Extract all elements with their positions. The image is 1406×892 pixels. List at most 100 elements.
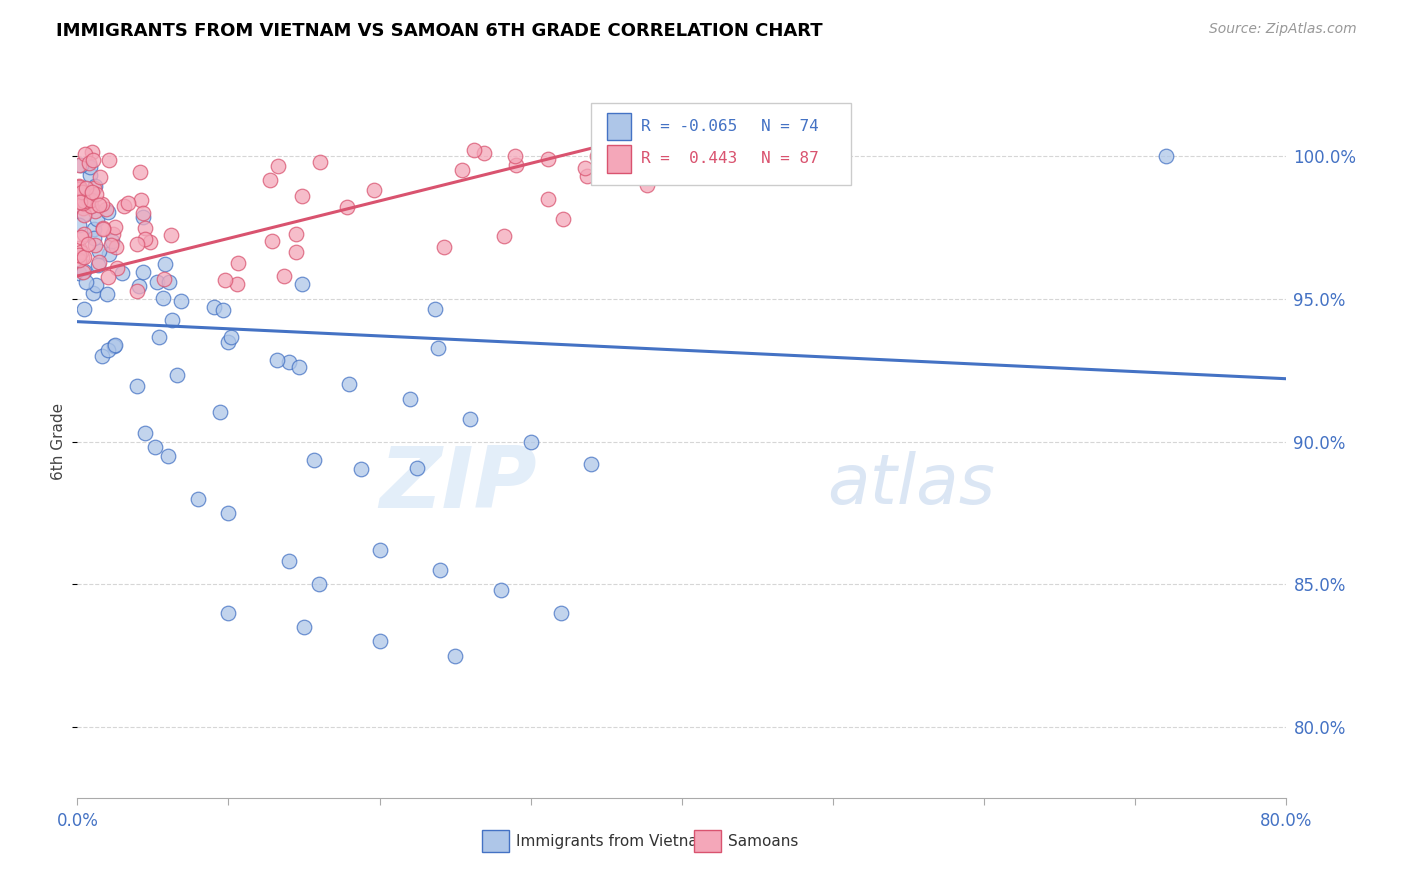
Point [104, 219, 127, 234]
Point [550, 606, 572, 620]
Text: N = 74: N = 74 [761, 119, 818, 134]
Point [101, 227, 124, 242]
Point [67, 241, 90, 255]
Point [444, 648, 467, 663]
Point [537, 192, 560, 206]
Point [117, 196, 139, 211]
Point [288, 360, 311, 375]
Text: N = 87: N = 87 [761, 152, 818, 167]
Point [83, 238, 105, 252]
Point [308, 154, 330, 169]
Point [451, 163, 474, 178]
FancyBboxPatch shape [695, 830, 721, 852]
Point [494, 229, 516, 244]
Point [112, 199, 135, 213]
Point [636, 178, 658, 192]
Point [503, 149, 526, 163]
Point [273, 268, 295, 283]
Point [80, 145, 103, 160]
Point [138, 235, 160, 250]
Point [89, 169, 111, 184]
Point [145, 441, 167, 455]
Point [67, 218, 90, 232]
Point [72, 301, 94, 316]
Text: Source: ZipAtlas.com: Source: ZipAtlas.com [1209, 22, 1357, 37]
Point [67, 248, 90, 262]
Point [157, 449, 180, 463]
FancyBboxPatch shape [607, 145, 631, 172]
Point [87, 244, 110, 259]
Point [73, 251, 96, 265]
Point [69, 253, 91, 268]
Text: Samoans: Samoans [728, 834, 799, 848]
Point [67, 180, 90, 194]
Point [103, 339, 125, 353]
Point [586, 149, 609, 163]
Point [302, 453, 325, 467]
Text: R = -0.065: R = -0.065 [641, 119, 737, 134]
Y-axis label: 6th Grade: 6th Grade [51, 403, 66, 480]
Point [427, 341, 450, 355]
Point [128, 279, 150, 293]
Point [125, 236, 148, 251]
Point [155, 257, 177, 271]
Point [70, 244, 93, 259]
Point [84, 179, 107, 194]
Text: ZIP: ZIP [380, 442, 537, 526]
Text: IMMIGRANTS FROM VIETNAM VS SAMOAN 6TH GRADE CORRELATION CHART: IMMIGRANTS FROM VIETNAM VS SAMOAN 6TH GR… [56, 22, 823, 40]
Point [399, 392, 422, 406]
Point [83, 181, 105, 195]
Point [91, 222, 114, 236]
Point [278, 354, 301, 368]
Point [73, 263, 96, 277]
Point [82, 153, 104, 167]
Point [83, 204, 105, 219]
Point [368, 543, 391, 558]
Point [152, 291, 174, 305]
Point [337, 377, 360, 392]
Point [101, 235, 124, 249]
Point [87, 254, 110, 268]
Point [69, 181, 91, 195]
Point [159, 228, 181, 243]
Point [134, 426, 156, 441]
Point [70, 185, 93, 199]
Point [105, 261, 128, 276]
Point [83, 230, 105, 244]
Point [125, 285, 148, 299]
Point [285, 245, 308, 260]
Point [73, 147, 96, 161]
Point [202, 300, 225, 314]
Point [69, 194, 91, 209]
Point [157, 275, 180, 289]
Point [336, 201, 359, 215]
Point [67, 266, 90, 280]
Point [218, 606, 240, 620]
Point [551, 211, 574, 226]
Point [425, 302, 447, 317]
Point [84, 187, 107, 202]
Point [474, 146, 496, 161]
Point [72, 265, 94, 279]
Point [70, 230, 93, 244]
Point [91, 220, 114, 235]
Point [72, 196, 94, 211]
Point [292, 620, 315, 634]
Point [368, 634, 391, 648]
Point [259, 172, 281, 186]
Point [89, 198, 111, 212]
Point [278, 554, 301, 568]
Point [134, 232, 156, 246]
Point [77, 156, 100, 170]
Point [160, 313, 183, 327]
Point [70, 250, 93, 264]
Point [219, 330, 242, 344]
Text: R =  0.443: R = 0.443 [641, 152, 737, 167]
FancyBboxPatch shape [592, 103, 851, 185]
FancyBboxPatch shape [482, 830, 509, 852]
Point [429, 563, 451, 577]
Point [96, 287, 118, 301]
Point [225, 277, 247, 291]
Point [80, 193, 103, 207]
Point [104, 338, 127, 352]
